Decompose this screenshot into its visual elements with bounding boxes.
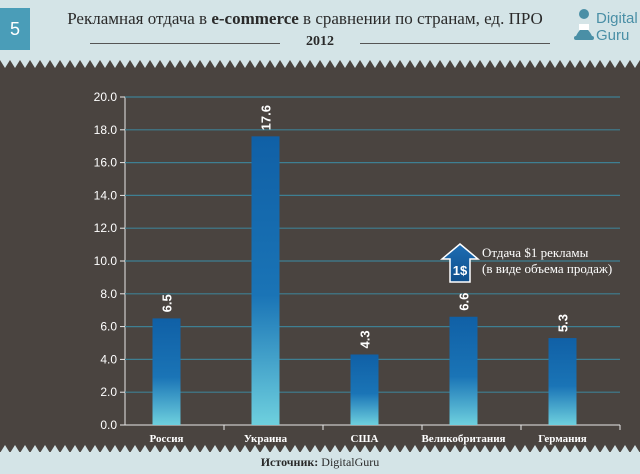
x-tick-label: Великобритания [421,433,505,445]
title-part2: в сравнении по странам, ед. ПРО [298,9,543,28]
y-tick-label: 10.0 [94,254,118,268]
y-tick-label: 18.0 [94,123,118,137]
bar [548,338,577,425]
y-tick-label: 16.0 [94,156,118,170]
legend-line2: (в виде объема продаж) [482,261,613,276]
bar-layer [152,136,577,426]
title-bold: e-commerce [211,9,299,28]
data-label: 5.3 [556,314,571,332]
year-line-left [90,43,280,44]
year-row: 2012 [90,34,550,54]
x-tick-label: Германия [538,433,587,445]
logo-text: Digital Guru [596,10,638,44]
legend-icon-text: 1$ [453,263,468,278]
y-tick-label: 2.0 [100,385,117,399]
data-label: 17.6 [259,105,274,130]
y-tick-label: 6.0 [100,320,117,334]
x-tick-label: Украина [244,433,288,445]
slide-number: 5 [0,8,30,50]
year-line-right [360,43,550,44]
legend-text: Отдача $1 рекламы (в виде объема продаж) [482,245,632,277]
y-tick-label: 0.0 [100,418,117,432]
title-part1: Рекламная отдача в [67,9,212,28]
bar [350,354,379,425]
bar [449,316,478,425]
y-tick-label: 12.0 [94,221,118,235]
year-label: 2012 [306,34,334,49]
guru-figure-icon [574,9,594,40]
header-zigzag [0,60,640,68]
source-value: DigitalGuru [318,455,380,469]
page-title: Рекламная отдача в e-commerce в сравнени… [40,9,570,29]
footer-band [0,452,640,474]
logo-line1: Digital [596,10,638,27]
source-note: Источник: DigitalGuru [0,455,640,470]
y-tick-label: 8.0 [100,287,117,301]
y-tick-label: 20.0 [94,90,118,104]
x-tick-label: США [351,433,379,445]
source-label: Источник: [260,455,319,469]
label-layer: 0.0 2.0 4.0 6.0 8.0 10.0 12.0 14.0 16.0 18.0 20.0 6… [94,90,587,445]
bar [152,318,181,425]
up-arrow-icon: 1$ [440,243,480,283]
x-tick-label: Россия [150,433,184,445]
header-band [0,0,640,60]
bar [251,136,280,426]
logo: Digital Guru [572,6,638,54]
y-tick-label: 14.0 [94,188,118,202]
data-label: 6.5 [160,294,175,312]
legend-line1: Отдача $1 рекламы [482,245,589,260]
data-label: 4.3 [358,330,373,348]
logo-line2: Guru [596,27,630,44]
y-tick-label: 4.0 [100,352,117,366]
data-label: 6.6 [457,293,472,311]
